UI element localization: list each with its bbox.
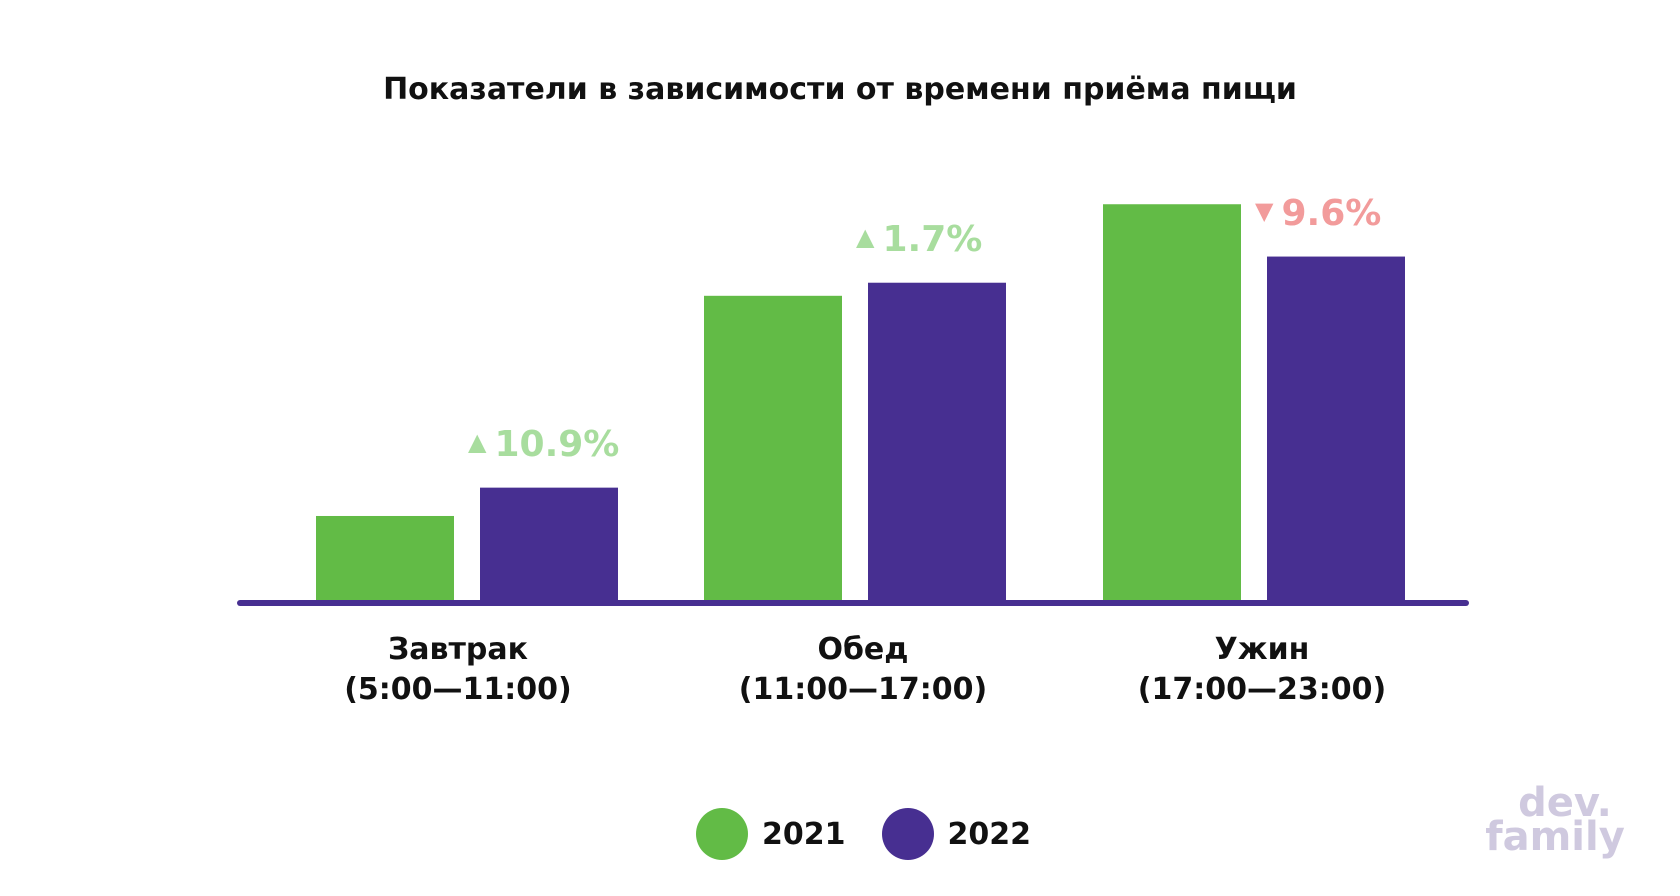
triangle-down-icon: ▼ (1255, 196, 1274, 225)
category-name: Обед (817, 632, 909, 667)
legend-swatch-2022 (881, 808, 934, 860)
category-time: (5:00—11:00) (344, 672, 572, 707)
legend: 2021 2022 (696, 808, 1031, 860)
category-label-dinner: Ужин (17:00—23:00) (1112, 630, 1412, 710)
triangle-up-icon: ▲ (468, 427, 487, 456)
category-time: (17:00—23:00) (1137, 672, 1387, 707)
bar-2022-breakfast (480, 487, 618, 601)
bar-2021-breakfast (316, 515, 454, 601)
change-label-breakfast: ▲ 10.9% (468, 424, 619, 465)
devfamily-logo: dev. family (1480, 780, 1630, 860)
bar-2021-lunch (704, 295, 842, 601)
category-name: Ужин (1214, 632, 1310, 667)
chart-title: Показатели в зависимости от времени приё… (383, 72, 1297, 107)
change-label-dinner: ▼ 9.6% (1255, 193, 1381, 234)
change-value: 10.9% (494, 423, 620, 465)
bar-2021-dinner (1103, 204, 1241, 602)
change-value: 1.7% (882, 218, 983, 260)
bar-2022-dinner (1267, 256, 1405, 601)
triangle-up-icon: ▲ (856, 222, 875, 251)
logo-line-1: dev. (1518, 780, 1612, 826)
change-value: 9.6% (1281, 192, 1382, 234)
category-name: Завтрак (387, 632, 528, 667)
category-label-breakfast: Завтрак (5:00—11:00) (308, 630, 608, 710)
category-label-lunch: Обед (11:00—17:00) (713, 630, 1013, 710)
category-time: (11:00—17:00) (738, 672, 988, 707)
legend-swatch-2021 (696, 808, 748, 860)
change-label-lunch: ▲ 1.7% (856, 219, 982, 260)
legend-label-2022: 2022 (947, 816, 1032, 852)
logo-line-2: family (1485, 814, 1625, 860)
bar-2022-lunch (868, 282, 1006, 601)
legend-label-2021: 2021 (762, 816, 846, 852)
